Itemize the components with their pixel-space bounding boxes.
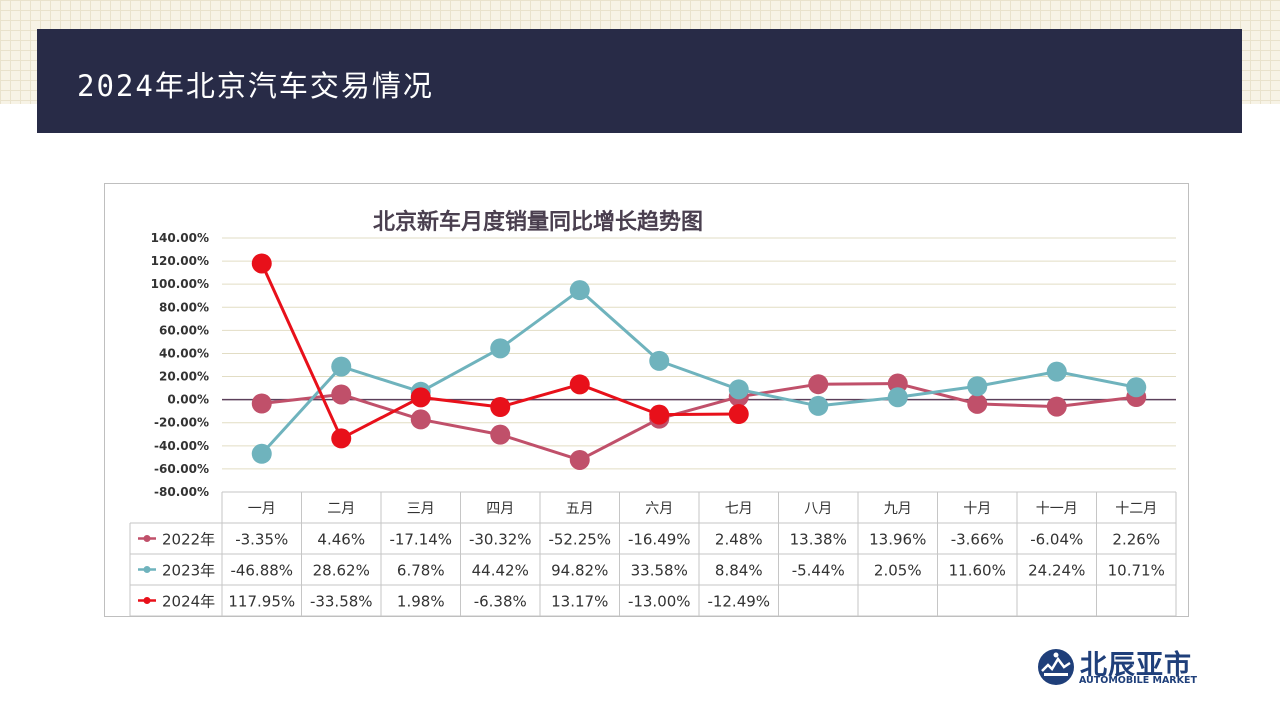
logo-name: 北辰亚市: [1080, 650, 1192, 681]
data-point: [490, 397, 511, 418]
y-tick-label: 140.00%: [151, 231, 209, 245]
logo-subtitle: AUTOMOBILE MARKET: [1079, 675, 1197, 686]
x-category-label: 十一月: [1036, 501, 1078, 517]
data-table-value: -46.88%: [230, 562, 293, 580]
y-tick-label: 120.00%: [151, 254, 209, 268]
data-table-value: -5.44%: [792, 562, 845, 580]
data-point: [728, 379, 749, 400]
data-table-value: 13.96%: [869, 531, 926, 549]
data-table-value: 44.42%: [472, 562, 529, 580]
data-table-value: 10.71%: [1108, 562, 1165, 580]
data-point: [251, 443, 272, 464]
x-category-label: 八月: [804, 501, 832, 517]
data-point: [808, 395, 829, 416]
data-table-value: 13.17%: [551, 593, 608, 611]
data-point: [410, 387, 431, 408]
x-category-label: 一月: [248, 501, 276, 517]
data-table-value: 11.60%: [949, 562, 1006, 580]
title-banner: 2024年北京汽车交易情况: [37, 29, 1242, 133]
data-point: [410, 409, 431, 430]
series-line: [260, 288, 1137, 455]
data-point: [569, 374, 590, 395]
data-point: [1046, 361, 1067, 382]
data-table-value: -12.49%: [707, 593, 770, 611]
y-tick-label: 20.00%: [159, 370, 209, 384]
y-tick-label: -40.00%: [154, 439, 209, 453]
logo-emblem-icon: [1038, 649, 1074, 685]
legend-series-name: 2024年: [162, 593, 215, 611]
data-point: [251, 253, 272, 274]
x-category-label: 七月: [725, 501, 753, 517]
legend-key-marker: [143, 566, 151, 573]
chart-title: 北京新车月度销量同比增长趋势图: [373, 209, 703, 235]
y-tick-label: -60.00%: [154, 462, 209, 476]
data-point: [569, 280, 590, 301]
data-table-value: -3.66%: [951, 531, 1004, 549]
company-logo: 北辰亚市 AUTOMOBILE MARKET: [1036, 647, 1211, 693]
page-title: 2024年北京汽车交易情况: [77, 69, 434, 103]
x-category-label: 二月: [327, 501, 355, 517]
y-tick-label: -20.00%: [154, 416, 209, 430]
legend-series-name: 2022年: [162, 531, 215, 549]
data-point: [331, 356, 352, 377]
chart-container: 北京新车月度销量同比增长趋势图 140.00% 120.00% 100.00% 80.0…: [104, 183, 1189, 617]
legend-series-name: 2023年: [162, 562, 215, 580]
data-table-value: 33.58%: [631, 562, 688, 580]
data-point: [1046, 396, 1067, 417]
y-tick-label: 60.00%: [159, 323, 209, 337]
y-tick-label: 0.00%: [167, 393, 209, 407]
legend-key-marker: [143, 535, 151, 542]
data-point: [649, 404, 670, 425]
data-point: [808, 374, 829, 395]
data-point: [887, 373, 908, 394]
x-category-label: 十二月: [1115, 501, 1157, 517]
data-point: [967, 376, 988, 397]
x-category-label: 九月: [884, 501, 912, 517]
data-table-value: -17.14%: [389, 531, 452, 549]
data-table-value: 94.82%: [551, 562, 608, 580]
data-table-value: 8.84%: [715, 562, 763, 580]
data-table-value: -6.04%: [1030, 531, 1083, 549]
x-category-label: 五月: [566, 501, 594, 517]
data-point: [1126, 377, 1147, 398]
data-point: [331, 384, 352, 405]
data-table-value: 2.05%: [874, 562, 922, 580]
data-point: [649, 350, 670, 371]
data-table-value: -30.32%: [469, 531, 532, 549]
data-table-value: 1.98%: [397, 593, 445, 611]
data-point: [887, 387, 908, 408]
data-table-value: 24.24%: [1028, 562, 1085, 580]
line-chart: 北京新车月度销量同比增长趋势图 140.00% 120.00% 100.00% 80.0…: [129, 209, 1177, 616]
data-table-value: 6.78%: [397, 562, 445, 580]
data-point: [490, 338, 511, 359]
data-table-value: 13.38%: [790, 531, 847, 549]
x-category-label: 六月: [645, 501, 673, 517]
data-point: [251, 393, 272, 414]
data-table-value: 2.48%: [715, 531, 763, 549]
data-point: [490, 424, 511, 445]
y-tick-label: 80.00%: [159, 300, 209, 314]
data-point: [331, 428, 352, 449]
data-table-value: -52.25%: [548, 531, 611, 549]
x-category-label: 四月: [486, 501, 514, 517]
x-category-label: 十月: [963, 501, 991, 517]
data-table-value: 117.95%: [228, 593, 295, 611]
data-point: [728, 404, 749, 425]
data-point: [569, 449, 590, 470]
y-tick-label: 100.00%: [151, 277, 209, 291]
data-table-value: 2.26%: [1112, 531, 1160, 549]
data-table-value: 4.46%: [317, 531, 365, 549]
y-tick-label: 40.00%: [159, 346, 209, 360]
data-table-value: -3.35%: [235, 531, 288, 549]
data-table-value: -13.00%: [628, 593, 691, 611]
data-table-value: 28.62%: [313, 562, 370, 580]
x-category-label: 三月: [407, 501, 435, 517]
legend-key-marker: [143, 597, 151, 604]
data-point: [967, 393, 988, 414]
series-line: [261, 382, 1137, 462]
data-table-value: -33.58%: [310, 593, 373, 611]
data-table-value: -6.38%: [474, 593, 527, 611]
data-table-value: -16.49%: [628, 531, 691, 549]
y-tick-label: -80.00%: [154, 485, 209, 499]
